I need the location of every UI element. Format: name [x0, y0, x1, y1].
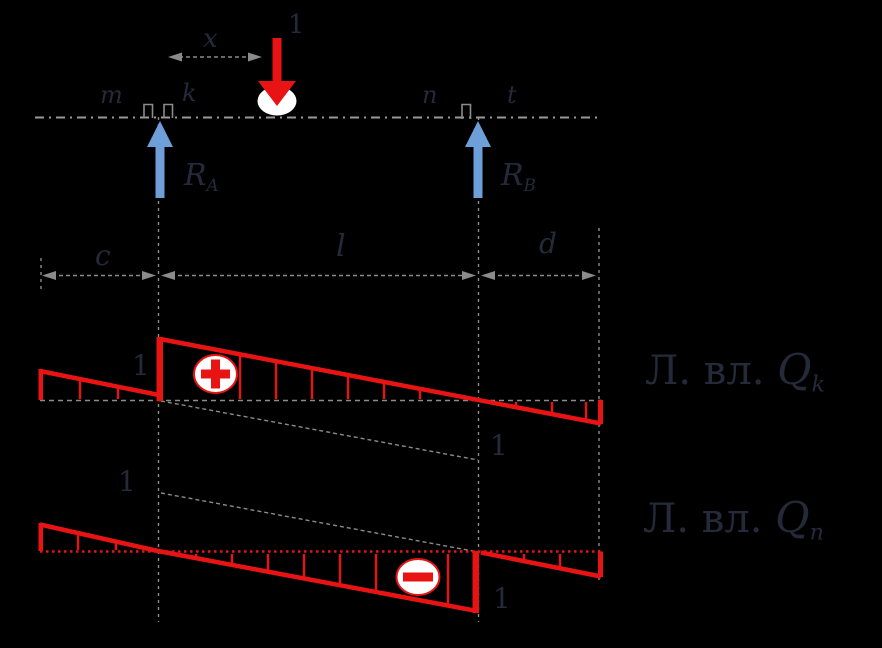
il1-ordinate-at-section: 1: [132, 349, 150, 382]
il1-jump-ordinate: [156, 337, 163, 401]
reaction-A-symbol: R: [184, 158, 207, 193]
dimension-arrowheads: [42, 271, 596, 280]
il2-caption: Л. вл. Qn: [643, 497, 824, 545]
reaction-A-label: RA: [184, 161, 219, 194]
il2-hatching: [76, 533, 562, 604]
dim-label-l: l: [336, 229, 346, 264]
section-label-k: k: [182, 79, 197, 107]
unit-force-label: 1: [288, 10, 305, 40]
il1-quantity-subscript: k: [811, 372, 825, 398]
plus-sign-icon: [193, 354, 238, 394]
reaction-B-label: RB: [501, 161, 536, 194]
dim-label-d: d: [539, 227, 557, 260]
il2-caption-text: Л. вл.: [643, 496, 763, 542]
il1-ordinate-at-B: 1: [490, 429, 508, 462]
support-reaction-arrow-A: [147, 121, 173, 198]
influence-line-1: [38, 336, 603, 426]
dimension-row: [42, 271, 596, 280]
section-cut-marks: [143, 103, 472, 119]
il2-ordinate-at-A: 1: [118, 465, 136, 498]
il1-caption-text: Л. вл.: [645, 348, 765, 394]
il2-dashed-continuation: [160, 492, 479, 553]
reaction-B-symbol: R: [501, 158, 524, 193]
il1-hatching: [78, 355, 588, 419]
influence-line-2: [38, 522, 603, 614]
il1-quantity-symbol: Q: [777, 345, 812, 394]
il1-dashed-continuation: [160, 400, 479, 461]
minus-sign-icon: [395, 558, 441, 596]
section-label-n: n: [422, 81, 438, 109]
dim-label-c: c: [95, 239, 111, 272]
il2-quantity-symbol: Q: [775, 493, 810, 542]
il2-jump-ordinate: [472, 551, 479, 613]
il2-ordinate-at-section: 1: [493, 582, 511, 615]
reaction-A-subscript: A: [206, 175, 219, 195]
reaction-B-subscript: B: [523, 175, 536, 195]
x-dimension-arrow: [168, 52, 262, 62]
section-label-t: t: [507, 81, 517, 109]
unit-force-arrow: [257, 38, 297, 116]
section-label-m: m: [100, 81, 123, 109]
support-reaction-arrow-B: [465, 121, 491, 198]
x-dimension-label: x: [203, 24, 218, 54]
il1-caption: Л. вл. Qk: [645, 349, 825, 397]
il2-quantity-subscript: n: [809, 520, 824, 546]
